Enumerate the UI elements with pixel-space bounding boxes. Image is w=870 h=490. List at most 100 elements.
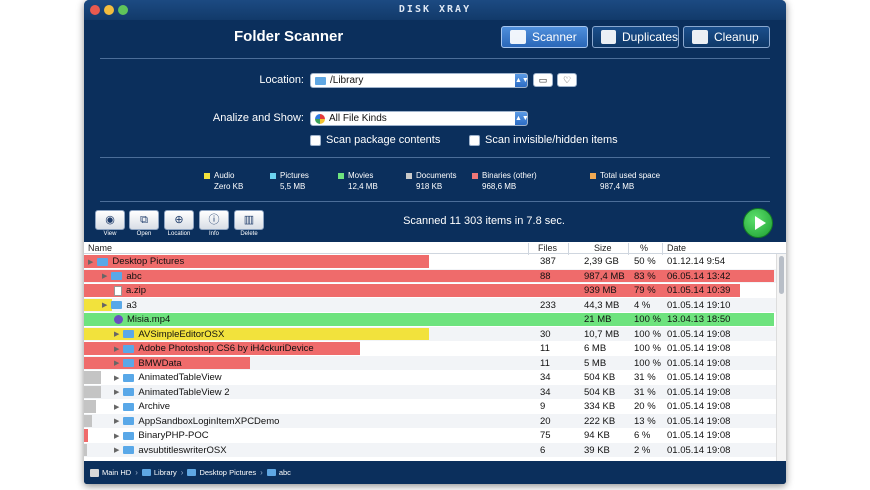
row-date: 01.05.14 19:08 (667, 401, 731, 412)
disclosure-triangle-icon[interactable]: ▶ (114, 331, 120, 338)
table-row[interactable]: ▶ BMWData 11 5 MB 100 % 01.05.14 19:08 (84, 355, 776, 370)
disclosure-triangle-icon[interactable]: ▶ (114, 389, 120, 396)
file-kinds-select[interactable]: All File Kinds ▲▼ (310, 111, 529, 126)
table-header: Name Files Size % Date (84, 242, 786, 255)
row-date: 01.05.14 19:08 (667, 328, 731, 340)
disclosure-triangle-icon[interactable]: ▶ (114, 374, 120, 382)
zoom-window-button[interactable] (118, 5, 128, 15)
disclosure-triangle-icon[interactable]: ▶ (102, 302, 108, 309)
table-row[interactable]: ▶ AVSimpleEditorOSX 30 10,7 MB 100 % 01.05.14… (84, 326, 776, 341)
row-files: 387 (540, 256, 556, 267)
location-select[interactable]: /Library ▲▼ (310, 73, 529, 88)
table-row[interactable]: ▶ abc 88 987,4 MB 83 % 06.05.14 13:42 (84, 268, 776, 283)
column-header-files[interactable]: Files (538, 243, 558, 253)
open-button[interactable]: ⧉ (129, 210, 159, 230)
table-row[interactable]: a.zip 939 MB 79 % 01.05.14 10:39 (84, 283, 776, 298)
breadcrumb-item[interactable]: Library (141, 468, 177, 477)
table-row[interactable]: ▶ Archive 9 334 KB 20 % 01.05.14 19:08 (84, 399, 776, 414)
column-header-percent[interactable]: % (640, 243, 649, 253)
scrollbar-thumb[interactable] (779, 256, 784, 294)
table-row[interactable]: ▶ AnimatedTableView 2 34 504 KB 31 % 01.05.14… (84, 384, 776, 399)
row-name: ▶ BMWData (114, 358, 182, 369)
cleanup-mode-button[interactable]: Cleanup (683, 26, 770, 48)
row-files: 11 (540, 343, 550, 354)
breadcrumb-label: Main HD (102, 468, 132, 477)
legend-item: Documents 918 KB (406, 170, 456, 192)
scanner-mode-button[interactable]: Scanner (501, 26, 588, 48)
folder-icon (315, 76, 326, 85)
row-files: 233 (540, 299, 556, 311)
delete-button[interactable]: ▥ (234, 210, 264, 230)
breadcrumb-item[interactable]: Main HD (90, 468, 131, 477)
folder-icon (123, 344, 135, 353)
duplicates-mode-label: Duplicates (621, 30, 678, 44)
legend-swatch (472, 172, 478, 179)
breadcrumb-separator-icon: › (135, 468, 138, 477)
row-size: 44,3 MB (584, 299, 620, 311)
column-header-date[interactable]: Date (667, 243, 687, 253)
row-date: 01.05.14 19:08 (667, 444, 731, 456)
row-percent: 13 % (634, 415, 656, 427)
favorite-location-button[interactable]: ♡ (557, 73, 577, 87)
row-size: 21 MB (584, 314, 612, 325)
minimize-window-button[interactable] (104, 5, 114, 15)
table-row[interactable]: ▶ avsubtitleswriterOSX 6 39 KB 2 % 01.05.14 1… (84, 442, 776, 457)
row-name-text: AnimatedTableView 2 (138, 386, 230, 398)
table-row[interactable]: ▶ a3 233 44,3 MB 4 % 01.05.14 19:10 (84, 297, 776, 312)
location-button[interactable]: ⊕ (164, 210, 194, 230)
scan-package-checkbox[interactable]: Scan package contents (310, 134, 440, 146)
column-header-size[interactable]: Size (594, 243, 612, 253)
legend-swatch (204, 172, 210, 179)
scanner-icon (510, 30, 526, 44)
breadcrumb-label: abc (278, 468, 291, 477)
disclosure-triangle-icon[interactable]: ▶ (114, 432, 120, 440)
start-scan-button[interactable] (743, 208, 773, 238)
breadcrumb-item[interactable]: Desktop Pictures (187, 468, 256, 477)
disclosure-triangle-icon[interactable]: ▶ (114, 403, 120, 411)
folder-icon (123, 402, 135, 411)
disclosure-triangle-icon[interactable]: ▶ (114, 360, 120, 367)
disclosure-triangle-icon[interactable]: ▶ (114, 418, 120, 425)
table-row[interactable]: ▶ AnimatedTableView 34 504 KB 31 % 01.05.14 1… (84, 370, 776, 385)
analyze-label: Analize and Show: (212, 112, 304, 124)
size-bar (84, 385, 102, 398)
table-row[interactable]: ▶ Adobe Photoshop CS6 by iH4ckuriDevice 11… (84, 341, 776, 356)
disclosure-triangle-icon[interactable]: ▶ (88, 258, 94, 266)
row-date: 01.05.14 10:39 (667, 285, 731, 296)
heart-icon: ♡ (562, 75, 572, 85)
legend-value: 918 KB (416, 182, 443, 191)
folder-icon (123, 417, 135, 425)
row-name: ▶ AnimatedTableView 2 (114, 387, 230, 398)
table-row[interactable]: Misia.mp4 21 MB 100 % 13.04.13 18:50 (84, 312, 776, 327)
size-bar (84, 284, 740, 297)
cleanup-mode-label: Cleanup (714, 30, 759, 44)
row-name-text: a.zip (126, 285, 147, 296)
breadcrumb-item[interactable]: abc (266, 468, 291, 477)
scan-hidden-checkbox[interactable]: Scan invisible/hidden items (469, 134, 618, 146)
chevron-updown-icon: ▲▼ (515, 74, 529, 87)
row-files: 9 (540, 401, 546, 412)
row-date: 01.05.14 19:10 (667, 299, 731, 311)
location-value: /Library (330, 75, 364, 86)
page-title: Folder Scanner (234, 28, 344, 45)
row-name: a.zip (114, 285, 146, 296)
disclosure-triangle-icon[interactable]: ▶ (114, 447, 120, 454)
column-header-name[interactable]: Name (88, 243, 113, 253)
table-row[interactable]: ▶ BinaryPHP-POC 75 94 KB 6 % 01.05.14 19:08 (84, 428, 776, 443)
table-row[interactable]: ▶ Desktop Pictures 387 2,39 GB 50 % 01.12.14 … (84, 254, 776, 269)
disclosure-triangle-icon[interactable]: ▶ (102, 273, 108, 280)
disclosure-triangle-icon[interactable]: ▶ (114, 345, 120, 353)
legend-item: Total used space 987,4 MB (590, 170, 660, 192)
row-percent: 4 % (634, 299, 651, 311)
close-window-button[interactable] (90, 5, 100, 15)
row-size: 39 KB (584, 444, 610, 456)
view-button[interactable]: ◉ (95, 210, 125, 230)
duplicates-mode-button[interactable]: Duplicates (592, 26, 679, 48)
info-button[interactable]: ⓘ (199, 210, 229, 230)
table-row[interactable]: ▶ AppSandboxLoginItemXPCDemo 20 222 KB 13 % 0… (84, 413, 776, 428)
legend-name: Documents (416, 171, 457, 180)
table-scrollbar[interactable] (776, 254, 786, 461)
row-files: 30 (540, 328, 551, 340)
legend-item: Pictures 5,5 MB (270, 170, 309, 192)
browse-folder-button[interactable]: ▭ (533, 73, 553, 87)
